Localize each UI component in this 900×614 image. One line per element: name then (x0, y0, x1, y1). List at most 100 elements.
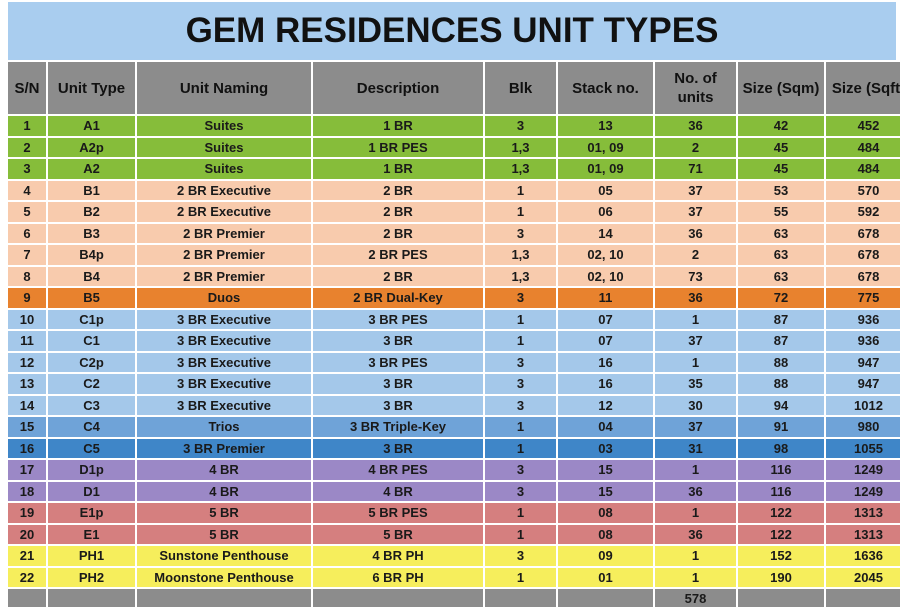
table-cell: C1 (48, 331, 135, 351)
table-cell: 1 (655, 567, 736, 587)
table-cell: 87 (738, 309, 824, 329)
table-cell: 16 (8, 438, 46, 458)
table-cell: C3 (48, 395, 135, 415)
table-cell: 37 (655, 417, 736, 437)
table-cell: 87 (738, 331, 824, 351)
table-cell: 2 BR (313, 266, 483, 286)
table-cell: 452 (826, 116, 900, 136)
table-cell: 37 (655, 180, 736, 200)
table-cell: 20 (8, 524, 46, 544)
table-cell: 08 (558, 524, 653, 544)
table-cell: B5 (48, 288, 135, 308)
table-cell: 55 (738, 202, 824, 222)
table-cell: E1p (48, 503, 135, 523)
table-cell: 31 (655, 438, 736, 458)
table-cell: 02, 10 (558, 266, 653, 286)
table-cell: 2 (655, 137, 736, 157)
table-cell: 3 (485, 352, 556, 372)
total-row-cell (558, 589, 653, 607)
table-cell: 3 BR Executive (137, 395, 311, 415)
table-cell: 3 (485, 116, 556, 136)
table-cell: 36 (655, 524, 736, 544)
table-cell: 2 BR (313, 223, 483, 243)
table-cell: C2 (48, 374, 135, 394)
table-cell: 2 BR Dual-Key (313, 288, 483, 308)
table-cell: 05 (558, 180, 653, 200)
table-cell: 3 (485, 395, 556, 415)
table-cell: 122 (738, 524, 824, 544)
table-cell: D1p (48, 460, 135, 480)
table-cell: 947 (826, 374, 900, 394)
table-cell: C1p (48, 309, 135, 329)
table-cell: 1 (655, 309, 736, 329)
table-cell: 7 (8, 245, 46, 265)
table-cell: 15 (558, 481, 653, 501)
total-row-cell (485, 589, 556, 607)
table-cell: 936 (826, 331, 900, 351)
table-cell: 19 (8, 503, 46, 523)
table-cell: 1249 (826, 481, 900, 501)
table-cell: 3 (8, 159, 46, 179)
table-cell: 21 (8, 546, 46, 566)
table-cell: C4 (48, 417, 135, 437)
table-cell: 4 BR (313, 481, 483, 501)
table-cell: 3 BR Triple-Key (313, 417, 483, 437)
table-cell: 02, 10 (558, 245, 653, 265)
table-cell: 35 (655, 374, 736, 394)
table-cell: 88 (738, 352, 824, 372)
table-cell: 14 (558, 223, 653, 243)
table-cell: 72 (738, 288, 824, 308)
table-cell: 1 BR PES (313, 137, 483, 157)
table-cell: 63 (738, 223, 824, 243)
table-cell: 152 (738, 546, 824, 566)
table-cell: 10 (8, 309, 46, 329)
table-cell: 09 (558, 546, 653, 566)
table-cell: 1 (655, 503, 736, 523)
table-cell: 1 (485, 503, 556, 523)
table-cell: 3 (485, 374, 556, 394)
table-cell: 94 (738, 395, 824, 415)
table-cell: 3 (485, 546, 556, 566)
table-cell: 63 (738, 266, 824, 286)
table-cell: A2 (48, 159, 135, 179)
table-cell: 190 (738, 567, 824, 587)
table-cell: 2 BR (313, 180, 483, 200)
table-cell: 678 (826, 266, 900, 286)
table-cell: 01, 09 (558, 137, 653, 157)
table-cell: 1249 (826, 460, 900, 480)
table-cell: Moonstone Penthouse (137, 567, 311, 587)
table-cell: 07 (558, 331, 653, 351)
table-cell: 4 (8, 180, 46, 200)
table-cell: 1 BR (313, 116, 483, 136)
table-cell: 122 (738, 503, 824, 523)
table-cell: 15 (8, 417, 46, 437)
table-cell: 06 (558, 202, 653, 222)
table-cell: 1 (485, 438, 556, 458)
table-cell: 2 BR Premier (137, 223, 311, 243)
total-row-cell (313, 589, 483, 607)
table-cell: 45 (738, 137, 824, 157)
table-cell: 37 (655, 331, 736, 351)
header-cell: Size (Sqft) (826, 62, 900, 114)
table-cell: 1 (8, 116, 46, 136)
table-cell: 91 (738, 417, 824, 437)
table-cell: A1 (48, 116, 135, 136)
table-cell: 2 BR Executive (137, 180, 311, 200)
header-cell: Description (313, 62, 483, 114)
table-cell: C2p (48, 352, 135, 372)
table-cell: PH2 (48, 567, 135, 587)
table-cell: B4p (48, 245, 135, 265)
table-cell: 36 (655, 481, 736, 501)
table-cell: 6 BR PH (313, 567, 483, 587)
table-cell: 5 BR (137, 503, 311, 523)
table-cell: 98 (738, 438, 824, 458)
table-cell: 3 BR Executive (137, 352, 311, 372)
table-cell: 3 BR (313, 374, 483, 394)
table-cell: 3 (485, 288, 556, 308)
table-cell: Trios (137, 417, 311, 437)
header-cell: No. of units (655, 62, 736, 114)
table-cell: 53 (738, 180, 824, 200)
table-cell: 1 (485, 567, 556, 587)
header-cell: S/N (8, 62, 46, 114)
table-cell: 2 BR PES (313, 245, 483, 265)
